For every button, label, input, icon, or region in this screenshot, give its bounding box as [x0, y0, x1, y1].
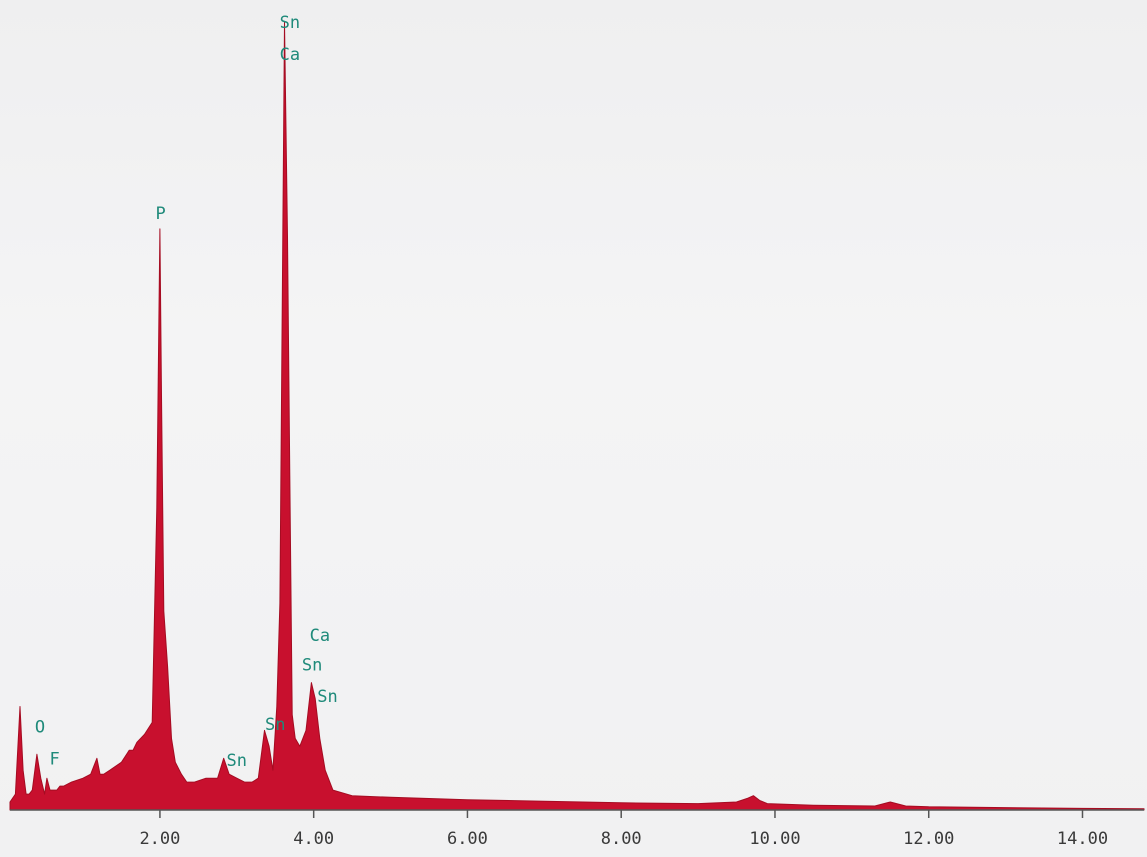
peak-label: Sn [280, 13, 300, 33]
peak-label: Sn [302, 655, 322, 675]
peak-label: Ca [280, 45, 300, 65]
x-tick-label: 10.00 [749, 829, 800, 849]
peak-label: P [156, 204, 166, 224]
peak-label: F [49, 749, 59, 769]
x-tick-label: 14.00 [1057, 829, 1108, 849]
x-tick-label: 6.00 [447, 829, 488, 849]
x-tick-label: 8.00 [601, 829, 642, 849]
peak-label: Ca [310, 626, 330, 646]
peak-label: O [35, 717, 45, 737]
spectrum-area [9, 21, 1145, 811]
x-tick-label: 2.00 [139, 829, 180, 849]
peak-label: Sn [265, 715, 285, 735]
x-tick-label: 12.00 [903, 829, 954, 849]
peak-label: Sn [317, 687, 337, 707]
x-tick-label: 4.00 [293, 829, 334, 849]
peak-label: Sn [227, 751, 247, 771]
